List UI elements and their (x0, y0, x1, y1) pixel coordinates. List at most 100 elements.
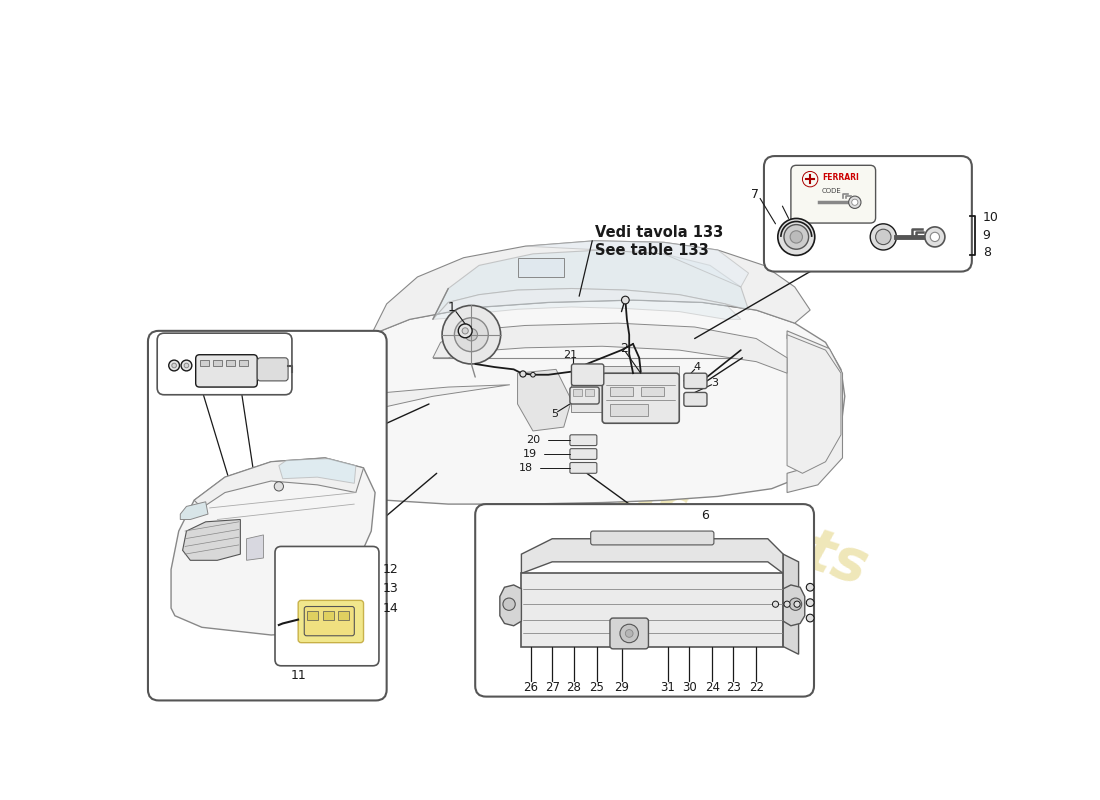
Bar (199, 360, 209, 366)
FancyBboxPatch shape (591, 531, 714, 545)
Text: 24: 24 (705, 681, 719, 694)
Text: 17: 17 (180, 338, 196, 350)
Text: 23: 23 (726, 681, 740, 694)
Circle shape (802, 171, 818, 187)
FancyBboxPatch shape (684, 393, 707, 406)
Polygon shape (499, 585, 521, 626)
Polygon shape (195, 458, 363, 508)
FancyBboxPatch shape (570, 462, 597, 474)
Text: 26: 26 (524, 681, 538, 694)
Text: 29: 29 (614, 681, 629, 694)
Circle shape (778, 218, 815, 255)
Polygon shape (172, 458, 375, 635)
Bar (584, 390, 594, 395)
FancyBboxPatch shape (570, 435, 597, 446)
Polygon shape (526, 241, 749, 287)
Circle shape (635, 378, 647, 391)
Bar (609, 404, 649, 415)
FancyBboxPatch shape (570, 449, 597, 459)
Circle shape (323, 449, 373, 498)
FancyBboxPatch shape (147, 331, 387, 701)
Polygon shape (517, 370, 572, 431)
FancyBboxPatch shape (684, 373, 707, 389)
Circle shape (503, 598, 515, 610)
Circle shape (620, 624, 638, 642)
Text: 21: 21 (563, 350, 578, 361)
Bar (212, 360, 222, 366)
Circle shape (442, 306, 501, 364)
Text: 8: 8 (982, 246, 991, 259)
Text: 16: 16 (166, 338, 182, 350)
Bar (226, 360, 235, 366)
Text: FERRARI: FERRARI (823, 173, 859, 182)
Text: 22: 22 (749, 681, 763, 694)
Polygon shape (783, 585, 805, 626)
Circle shape (806, 599, 814, 606)
Circle shape (462, 328, 469, 334)
Circle shape (454, 318, 488, 352)
FancyBboxPatch shape (570, 387, 600, 404)
Polygon shape (295, 300, 845, 504)
Text: 11: 11 (290, 669, 306, 682)
Circle shape (459, 324, 472, 338)
Polygon shape (433, 323, 788, 373)
Polygon shape (521, 574, 783, 646)
FancyBboxPatch shape (763, 156, 972, 271)
Text: 27: 27 (544, 681, 560, 694)
Text: 1: 1 (448, 302, 456, 314)
Text: 7: 7 (750, 188, 759, 201)
Circle shape (172, 363, 176, 368)
Bar (640, 387, 664, 396)
FancyBboxPatch shape (157, 333, 292, 394)
Text: Vedi tavola 133
See table 133: Vedi tavola 133 See table 133 (594, 226, 723, 258)
Polygon shape (783, 554, 799, 654)
FancyBboxPatch shape (475, 504, 814, 697)
Circle shape (604, 378, 616, 391)
FancyBboxPatch shape (275, 546, 378, 666)
Circle shape (784, 225, 808, 250)
Circle shape (784, 601, 790, 607)
Polygon shape (433, 250, 749, 319)
Circle shape (274, 482, 284, 491)
Text: CODE: CODE (822, 188, 842, 194)
Text: 3: 3 (712, 378, 718, 388)
FancyBboxPatch shape (572, 364, 604, 386)
Polygon shape (521, 538, 783, 574)
Polygon shape (788, 331, 843, 493)
Circle shape (794, 601, 800, 607)
Polygon shape (433, 289, 741, 319)
Circle shape (790, 230, 802, 243)
Text: 10: 10 (982, 211, 999, 224)
Text: 30: 30 (682, 681, 696, 694)
Circle shape (184, 363, 189, 368)
Bar (338, 611, 349, 620)
FancyBboxPatch shape (257, 358, 288, 381)
FancyBboxPatch shape (298, 600, 363, 642)
Text: 15: 15 (227, 338, 242, 350)
Circle shape (870, 224, 896, 250)
Text: 25: 25 (590, 681, 604, 694)
Circle shape (806, 614, 814, 622)
Bar (239, 360, 249, 366)
Bar (517, 258, 563, 277)
Text: 19: 19 (522, 449, 537, 459)
Text: 6: 6 (701, 509, 708, 522)
Circle shape (168, 360, 179, 371)
Text: 18: 18 (519, 463, 534, 473)
Circle shape (806, 583, 814, 591)
Text: 13: 13 (383, 582, 398, 595)
Circle shape (621, 296, 629, 304)
Circle shape (182, 360, 191, 371)
Text: 12: 12 (383, 563, 398, 576)
Text: 4: 4 (693, 362, 701, 372)
Text: 28: 28 (566, 681, 581, 694)
Polygon shape (279, 458, 356, 483)
Text: a passion for parts: a passion for parts (268, 350, 874, 596)
Polygon shape (788, 334, 842, 474)
Text: 14: 14 (383, 602, 398, 614)
Circle shape (851, 199, 858, 206)
Text: 2: 2 (620, 342, 628, 355)
Polygon shape (298, 410, 341, 438)
Bar (572, 366, 680, 412)
Circle shape (849, 196, 861, 209)
